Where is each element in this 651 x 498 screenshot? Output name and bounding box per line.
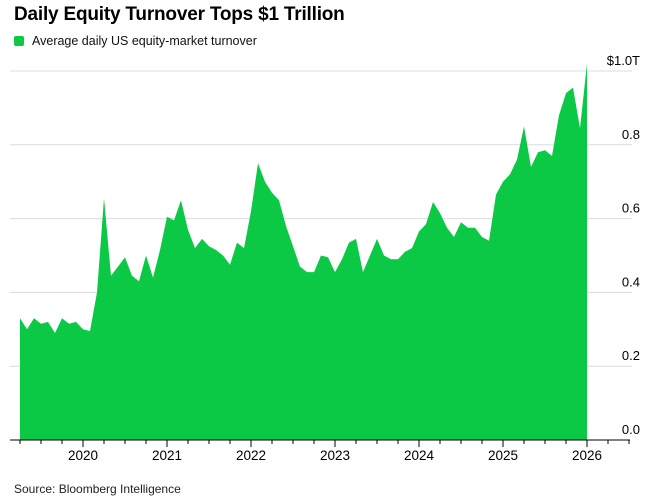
x-axis-tick-label: 2024 xyxy=(404,448,435,463)
y-axis-tick-label: 0.2 xyxy=(622,348,640,363)
y-axis-tick-label: $1.0T xyxy=(607,53,640,68)
y-axis-tick-label: 0.6 xyxy=(622,201,640,216)
x-axis-tick-label: 2026 xyxy=(572,448,602,463)
y-axis-tick-label: 0.0 xyxy=(622,422,640,437)
x-axis-tick-label: 2022 xyxy=(236,448,266,463)
y-axis-tick-label: 0.4 xyxy=(622,274,640,289)
legend-label: Average daily US equity-market turnover xyxy=(32,34,257,48)
x-axis-tick-label: 2025 xyxy=(488,448,518,463)
legend: Average daily US equity-market turnover xyxy=(14,34,257,48)
x-axis-tick-label: 2023 xyxy=(320,448,350,463)
chart-title: Daily Equity Turnover Tops $1 Trillion xyxy=(14,4,345,25)
source-note: Source: Bloomberg Intelligence xyxy=(14,482,181,496)
turnover-area-chart: 0.0 0.2 0.4 0.6 0.8 $1.0T 2020 2021 2022 2023 2024… xyxy=(10,53,640,463)
x-axis-tick-label: 2020 xyxy=(68,448,98,463)
x-axis-tick-label: 2021 xyxy=(152,448,182,463)
legend-swatch-icon xyxy=(14,36,24,46)
turnover-area-series xyxy=(20,63,587,440)
y-axis-tick-label: 0.8 xyxy=(622,127,640,142)
